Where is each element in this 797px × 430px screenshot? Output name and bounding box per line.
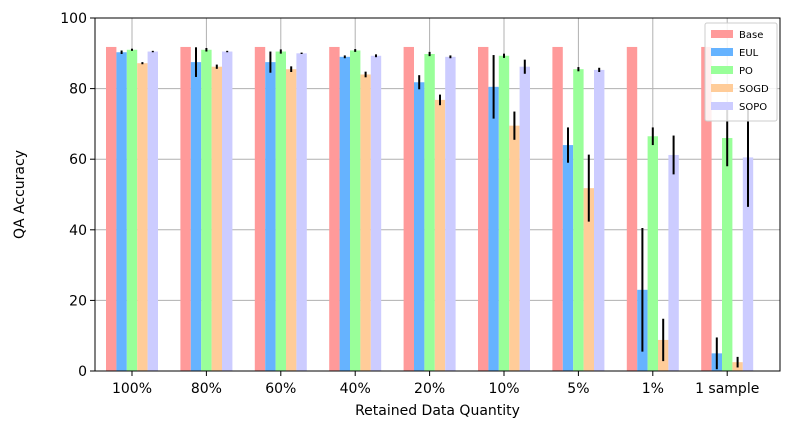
bar-eul-4 — [414, 82, 425, 371]
bar-sogd-3 — [360, 74, 371, 371]
bar-base-8 — [701, 46, 712, 372]
bar-po-0 — [126, 49, 138, 372]
bar-sopo-5 — [519, 66, 530, 372]
bars — [106, 46, 754, 372]
x-tick-label: 1% — [642, 381, 664, 397]
bar-sopo-6 — [594, 69, 605, 372]
x-tick-label: 10% — [488, 381, 519, 397]
x-tick-label: 100% — [112, 381, 152, 397]
bar-sopo-8 — [742, 157, 754, 371]
bar-base-1 — [180, 46, 191, 372]
bar-base-7 — [626, 46, 638, 372]
bar-po-4 — [424, 54, 435, 371]
bar-sogd-4 — [434, 99, 446, 372]
bar-sogd-1 — [211, 66, 222, 372]
bar-sopo-1 — [222, 51, 233, 371]
x-ticks: 100% 80% 60% 40% 20% 10% 5% 1% 1 sample — [112, 371, 759, 397]
plot-frame — [94, 17, 781, 372]
y-tick-label: 100 — [60, 11, 87, 27]
y-tick-label: 40 — [69, 223, 87, 239]
x-tick-label: 40% — [340, 381, 371, 397]
bar-eul-6 — [562, 145, 574, 371]
bar-eul-1 — [190, 62, 202, 371]
bar-po-2 — [275, 51, 286, 371]
bar-sopo-2 — [296, 53, 307, 372]
bar-sopo-3 — [370, 55, 382, 372]
legend-label-base: Base — [739, 30, 763, 41]
bar-po-1 — [201, 49, 212, 372]
y-axis-label: QA Accuracy — [12, 150, 28, 239]
bar-sogd-6 — [583, 188, 594, 371]
y-tick-label: 60 — [69, 152, 87, 168]
legend-label-eul: EUL — [739, 48, 759, 59]
bar-sogd-5 — [509, 125, 520, 371]
bar-base-6 — [552, 46, 563, 372]
bar-sopo-0 — [147, 51, 158, 371]
bar-eul-5 — [488, 86, 499, 372]
bar-po-3 — [350, 50, 361, 371]
legend: Base EUL PO SOGD SOPO — [704, 22, 778, 122]
bar-sogd-0 — [137, 63, 148, 372]
bar-po-6 — [573, 69, 584, 371]
bar-eul-0 — [116, 52, 127, 372]
legend-swatch-sopo — [711, 102, 733, 110]
bar-po-7 — [647, 136, 658, 371]
bar-eul-2 — [265, 62, 276, 371]
x-axis-label: Retained Data Quantity — [355, 403, 520, 419]
bar-sopo-4 — [445, 56, 456, 372]
legend-label-sogd: SOGD — [739, 84, 769, 95]
bar-po-8 — [722, 138, 733, 371]
bar-eul-3 — [339, 56, 350, 372]
y-tick-label: 80 — [69, 82, 87, 98]
legend-label-sopo: SOPO — [739, 102, 767, 113]
x-tick-label: 5% — [567, 381, 589, 397]
x-tick-label: 80% — [191, 381, 222, 397]
legend-box — [704, 22, 778, 122]
legend-swatch-eul — [711, 48, 733, 56]
bar-base-4 — [403, 46, 414, 372]
y-tick-label: 0 — [78, 364, 87, 380]
legend-swatch-po — [711, 66, 733, 74]
legend-label-po: PO — [739, 66, 753, 77]
y-tick-label: 20 — [69, 293, 87, 309]
x-tick-label: 20% — [414, 381, 445, 397]
x-tick-label: 1 sample — [695, 381, 759, 397]
y-ticks: 0 20 40 60 80 100 — [60, 11, 95, 380]
bar-sopo-7 — [668, 154, 679, 371]
bar-base-5 — [478, 46, 489, 372]
bar-sogd-2 — [286, 69, 297, 371]
legend-swatch-sogd — [711, 84, 733, 92]
bar-base-3 — [329, 46, 340, 372]
bar-base-0 — [106, 46, 117, 372]
legend-swatch-base — [711, 30, 733, 38]
bar-base-2 — [254, 46, 266, 372]
x-tick-label: 60% — [265, 381, 296, 397]
bar-po-5 — [498, 55, 510, 372]
